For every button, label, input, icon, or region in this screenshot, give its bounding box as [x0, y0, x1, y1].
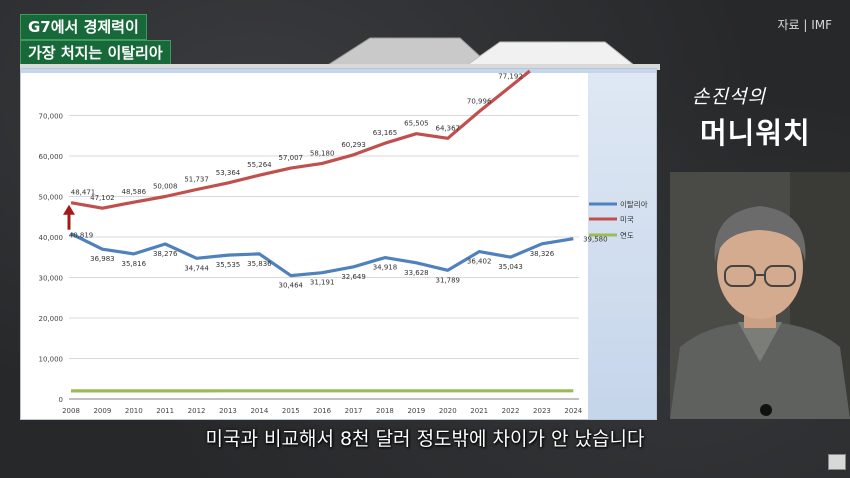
data-label: 39,580: [583, 236, 608, 244]
x-tick-label: 2012: [188, 407, 206, 415]
x-tick-label: 2022: [502, 407, 520, 415]
source-label: 자료 | IMF: [777, 18, 832, 32]
data-label: 35,816: [122, 260, 147, 268]
data-label: 60,293: [341, 141, 366, 149]
chart-frame: 0 10,000 20,000 30,000 40,000 50,000 60,000 70,…: [20, 68, 657, 420]
data-label: 34,744: [184, 264, 209, 272]
data-label: 36,402: [467, 258, 492, 266]
data-label: 35,836: [247, 260, 272, 268]
y-tick-label: 30,000: [39, 275, 64, 283]
data-label: 65,505: [404, 120, 429, 128]
x-tick-label: 2010: [125, 407, 143, 415]
data-label: 36,983: [90, 255, 115, 263]
data-label: 55,264: [247, 161, 272, 169]
x-tick-label: 2020: [439, 407, 457, 415]
x-tick-label: 2015: [282, 407, 300, 415]
data-label: 48,586: [122, 188, 147, 196]
presenter-video: [670, 172, 850, 419]
data-label: 70,996: [467, 97, 492, 105]
x-tick-label: 2008: [62, 407, 80, 415]
chart-side-panel: [588, 69, 656, 419]
x-tick-label: 2024: [564, 407, 582, 415]
y-tick-label: 20,000: [39, 315, 64, 323]
data-label: 35,535: [216, 261, 241, 269]
title-line-1: G7에서 경제력이: [20, 14, 147, 40]
y-tick-label: 60,000: [39, 153, 64, 161]
data-label: 31,191: [310, 279, 335, 287]
corner-badge-icon: [828, 454, 846, 470]
data-label: 51,737: [184, 175, 209, 183]
data-label: 77,192: [498, 72, 523, 80]
y-tick-label: 50,000: [39, 194, 64, 202]
data-label: 32,649: [341, 273, 366, 281]
chart-top-band: [21, 69, 656, 73]
data-label: 31,789: [436, 276, 461, 284]
x-tick-label: 2013: [219, 407, 237, 415]
data-label: 34,918: [373, 264, 398, 272]
data-label: 57,007: [279, 154, 304, 162]
x-tick-label: 2011: [156, 407, 174, 415]
y-tick-label: 0: [59, 396, 63, 404]
data-label: 38,276: [153, 250, 178, 258]
x-tick-label: 2023: [533, 407, 551, 415]
series-line-1: [70, 232, 574, 278]
data-label: 35,043: [498, 263, 523, 271]
x-tick-label: 2014: [250, 407, 268, 415]
legend-label: 미국: [620, 215, 634, 224]
y-tick-label: 40,000: [39, 234, 64, 242]
x-tick-label: 2018: [376, 407, 394, 415]
x-tick-label: 2009: [93, 407, 111, 415]
data-label: 53,364: [216, 169, 241, 177]
data-label: 50,008: [153, 182, 178, 190]
data-label: 30,464: [279, 282, 304, 290]
data-label: 58,180: [310, 149, 335, 157]
up-arrow-head: [63, 204, 75, 215]
data-label: 40,819: [69, 232, 94, 240]
y-tick-label: 70,000: [39, 113, 64, 121]
data-label: 64,367: [436, 124, 461, 132]
line-chart: 0 10,000 20,000 30,000 40,000 50,000 60,000 70,…: [21, 69, 656, 419]
x-tick-label: 2021: [470, 407, 488, 415]
x-tick-label: 2017: [345, 407, 363, 415]
logo-top-text: 손진석의: [692, 86, 766, 108]
subtitle: 미국과 비교해서 8천 달러 정도밖에 차이가 안 났습니다: [205, 428, 645, 450]
show-logo: 손진석의 머니워치: [680, 82, 840, 157]
data-label: 63,165: [373, 129, 398, 137]
x-tick-label: 2016: [313, 407, 331, 415]
title-line-2: 가장 처지는 이탈리아: [20, 40, 171, 66]
legend-label: 이탈리아: [620, 199, 648, 209]
x-tick-label: 2019: [407, 407, 425, 415]
data-label: 48,471: [71, 189, 96, 197]
tab-decoration: [20, 37, 660, 70]
data-label: 38,326: [530, 250, 555, 258]
y-tick-label: 10,000: [39, 356, 64, 364]
legend-label: 연도: [620, 231, 634, 240]
logo-main-text: 머니워치: [700, 116, 811, 150]
series-line-2: [70, 69, 531, 210]
data-label: 47,102: [90, 194, 115, 202]
data-label: 33,628: [404, 269, 429, 277]
